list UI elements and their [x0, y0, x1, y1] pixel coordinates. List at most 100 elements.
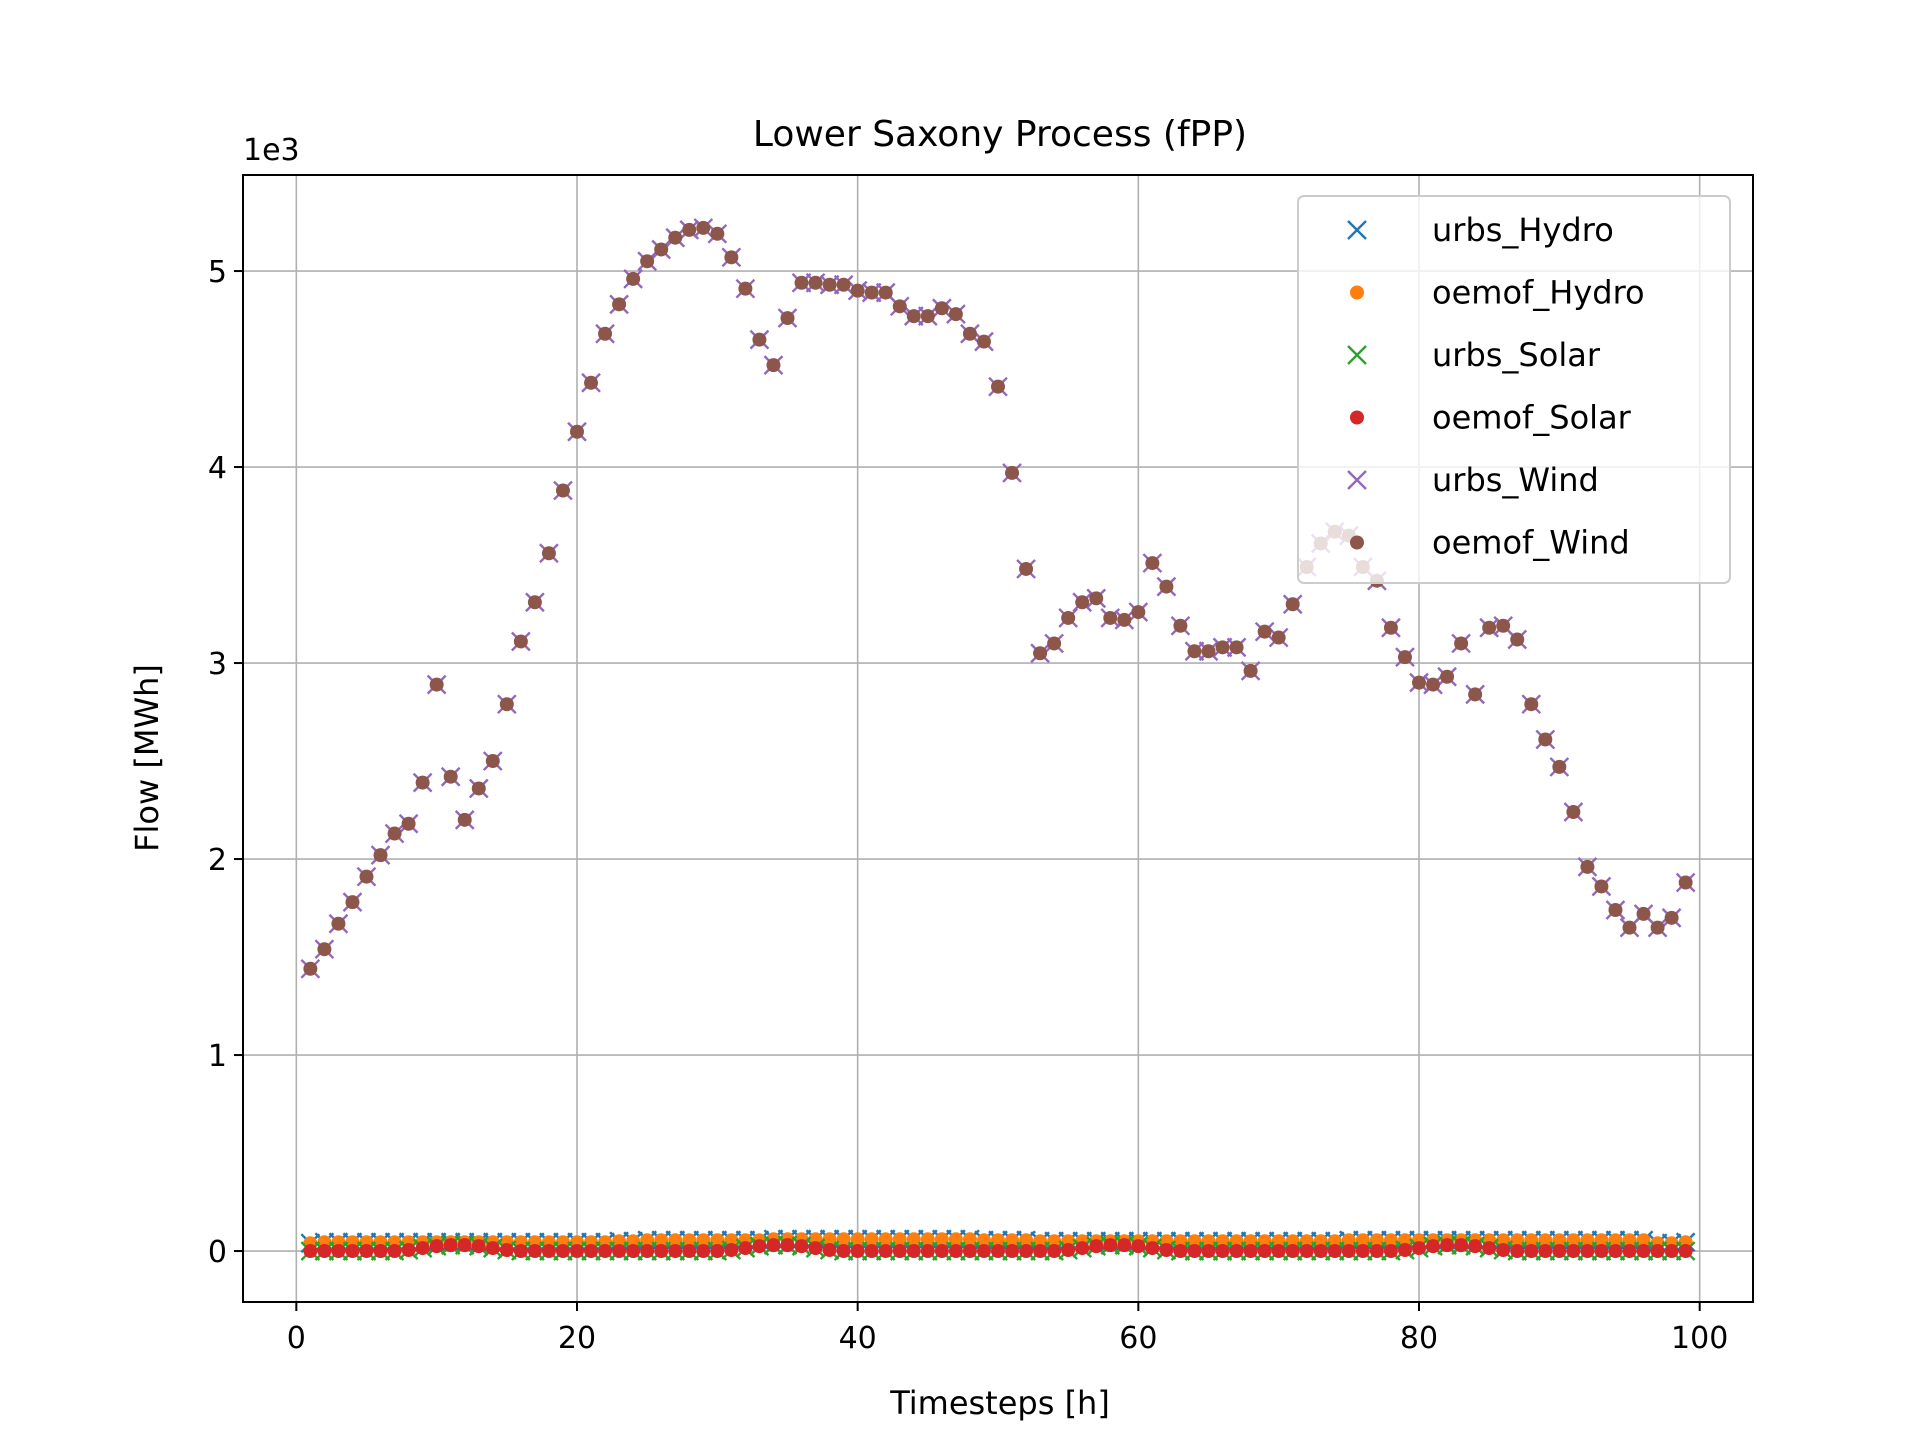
data-point	[1201, 1244, 1216, 1259]
legend-marker	[1347, 220, 1367, 240]
data-point	[541, 1244, 556, 1259]
data-point	[850, 1232, 865, 1247]
data-point	[1412, 1241, 1427, 1256]
data-point	[513, 1244, 528, 1259]
data-point	[1131, 1239, 1146, 1254]
data-point	[991, 379, 1005, 394]
data-point	[836, 1232, 851, 1247]
data-point	[738, 1241, 753, 1256]
data-point	[499, 1243, 514, 1258]
data-point	[1215, 640, 1230, 655]
data-point	[1440, 1238, 1455, 1253]
data-point	[513, 634, 528, 649]
legend-label: urbs_Hydro	[1432, 211, 1614, 249]
data-point	[780, 1238, 795, 1253]
data-point	[331, 1244, 346, 1259]
x-tick-label: 80	[1400, 1321, 1438, 1356]
data-point	[1608, 903, 1623, 917]
data-point	[429, 1239, 444, 1254]
x-tick-label: 40	[839, 1321, 877, 1356]
x-tick-label: 60	[1119, 1321, 1157, 1356]
data-point	[1383, 620, 1398, 635]
data-point	[527, 1244, 542, 1259]
data-point	[752, 1239, 767, 1254]
data-point	[1608, 1244, 1623, 1259]
data-point	[920, 1232, 935, 1247]
data-point	[1538, 1233, 1553, 1248]
data-point	[345, 895, 360, 910]
data-point	[640, 254, 655, 269]
data-point	[1482, 1241, 1497, 1256]
data-point	[1033, 1234, 1048, 1249]
data-point	[1075, 595, 1090, 610]
data-point	[682, 1244, 697, 1259]
data-point	[569, 1244, 584, 1259]
data-point	[527, 595, 542, 610]
legend: urbs_Hydro oemof_Hydro urbs_Solar oemof_Sol…	[1297, 195, 1731, 584]
data-point	[850, 283, 865, 298]
data-point	[1594, 1244, 1609, 1259]
data-point	[317, 942, 332, 957]
data-point	[1664, 1244, 1679, 1259]
data-point	[878, 285, 893, 300]
y-tick-label: 1	[208, 1039, 227, 1074]
plot-area	[300, 218, 1696, 1261]
data-point	[612, 1244, 627, 1259]
y-tick-label: 2	[208, 843, 227, 878]
legend-label: urbs_Solar	[1432, 336, 1601, 374]
data-point	[1678, 875, 1693, 890]
data-point	[331, 916, 346, 931]
data-point	[1524, 1233, 1539, 1248]
data-point	[584, 1244, 599, 1259]
data-point	[1369, 1233, 1384, 1248]
data-point	[1566, 1233, 1581, 1248]
data-point	[1047, 636, 1062, 651]
data-point	[668, 1233, 683, 1248]
data-point	[920, 309, 935, 324]
legend-item: urbs_Solar	[1347, 336, 1601, 374]
data-point	[948, 307, 963, 322]
data-point	[1061, 610, 1076, 625]
data-point	[1636, 1244, 1651, 1259]
legend-marker	[1347, 470, 1367, 490]
data-point	[892, 1232, 907, 1247]
y-offset-text: 1e3	[243, 133, 300, 168]
data-point	[1496, 618, 1511, 633]
legend-label: oemof_Wind	[1432, 524, 1630, 562]
data-point	[1383, 1244, 1398, 1259]
data-point	[640, 1233, 655, 1248]
data-point	[1075, 1241, 1090, 1256]
y-tick-label: 5	[208, 255, 227, 290]
data-point	[1243, 1244, 1258, 1259]
data-point	[1089, 1239, 1104, 1254]
legend-item: urbs_Wind	[1347, 461, 1599, 499]
legend-item: urbs_Hydro	[1347, 211, 1614, 249]
data-point	[991, 1233, 1005, 1248]
data-point	[682, 1233, 697, 1248]
data-point	[1313, 1244, 1328, 1259]
data-point	[1650, 920, 1665, 935]
data-point	[1552, 1244, 1567, 1259]
data-point	[1341, 1233, 1356, 1248]
data-point	[766, 1238, 781, 1253]
data-point	[429, 677, 444, 692]
data-point	[1538, 732, 1553, 747]
data-point	[808, 1241, 823, 1256]
legend-item: oemof_Hydro	[1350, 274, 1645, 312]
data-point	[401, 1243, 416, 1258]
data-point	[359, 869, 374, 884]
data-point	[1636, 1233, 1651, 1248]
data-point	[1524, 1244, 1539, 1259]
data-point	[443, 769, 458, 784]
data-point	[1131, 605, 1146, 620]
data-point	[1117, 1238, 1132, 1253]
data-point	[317, 1244, 332, 1259]
data-point	[1229, 1244, 1244, 1259]
data-point	[1257, 1244, 1272, 1259]
data-point	[934, 1244, 949, 1259]
data-point	[724, 250, 739, 265]
ticks: 0 20 40 60 80 100 0 1 2 3 4 5	[208, 255, 1728, 1356]
data-point	[976, 1233, 991, 1248]
data-point	[415, 1241, 430, 1256]
